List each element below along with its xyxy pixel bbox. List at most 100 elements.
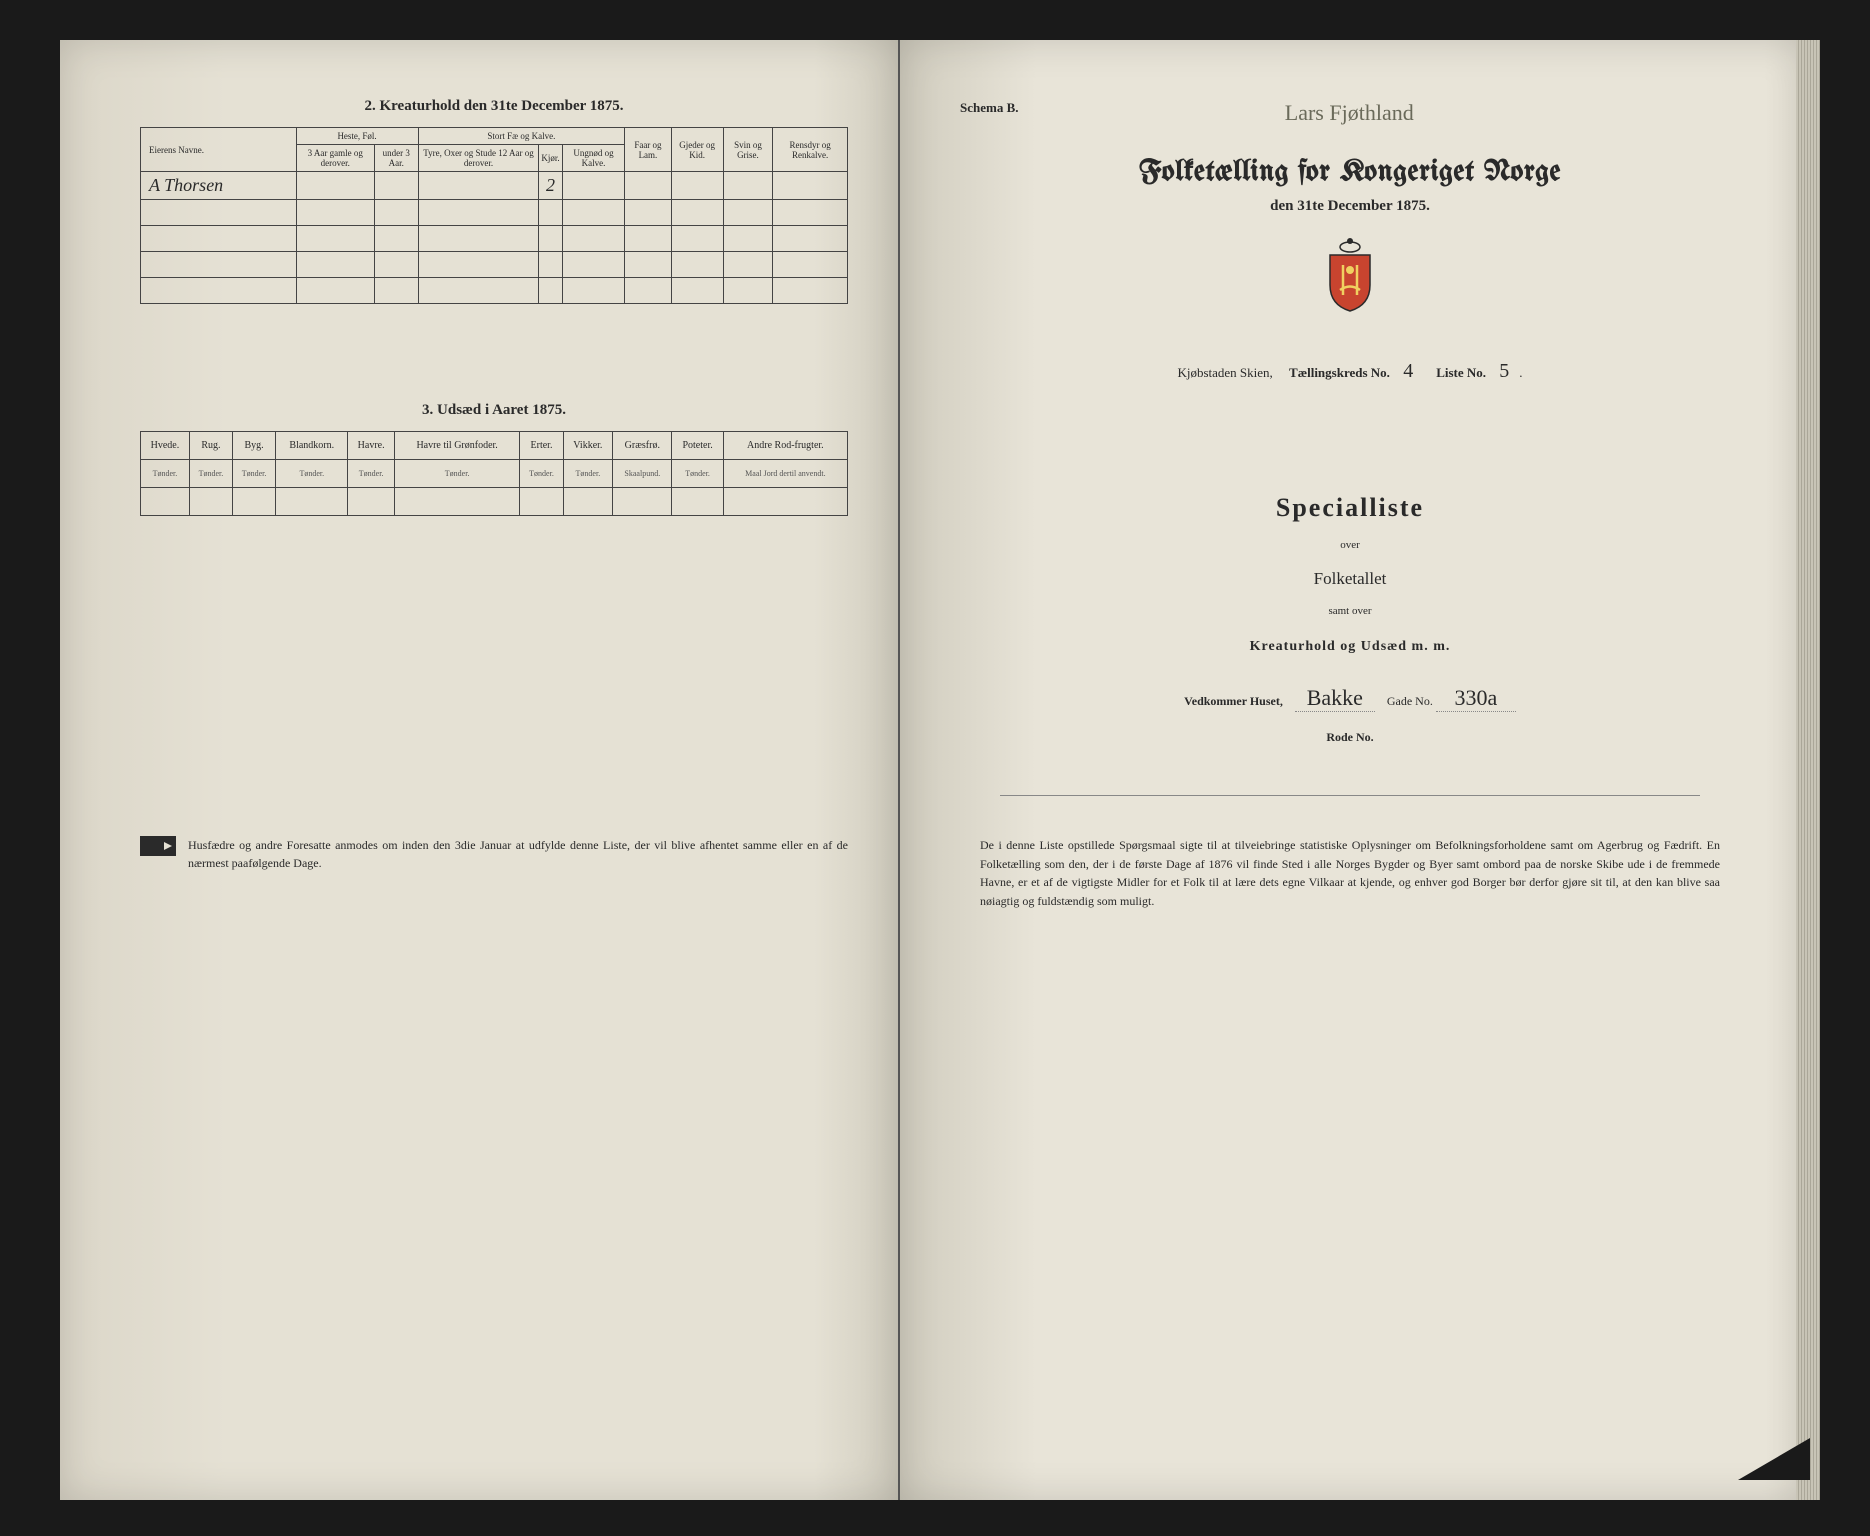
house-label1: Vedkommer Huset, [1184,694,1283,708]
value-cell [562,252,625,278]
value-cell [296,252,374,278]
value-cell [723,278,773,304]
value-cell [539,252,562,278]
page-stack-edge [1796,40,1820,1500]
col-h1: 3 Aar gamle og derover. [296,145,374,172]
seed-cell [520,488,563,516]
seed-col-header: Byg. [233,432,276,460]
seed-unit-header: Tønder. [276,460,348,488]
seed-cell [233,488,276,516]
seed-unit-header: Tønder. [672,460,723,488]
value-cell [562,278,625,304]
value-cell [296,278,374,304]
seed-unit-header: Tønder. [563,460,613,488]
value-cell [671,200,723,226]
district-label: Tællingskreds No. [1289,365,1390,380]
value-cell [625,278,671,304]
seed-unit-header: Tønder. [189,460,232,488]
district-line: Kjøbstaden Skien, Tællingskreds No. 4 Li… [960,360,1740,383]
value-cell [671,172,723,200]
value-cell [723,200,773,226]
owner-cell: A Thorsen [141,172,297,200]
spec-over1: over [960,539,1740,551]
value-cell [374,278,418,304]
col-goats: Gjeder og Kid. [671,128,723,172]
seed-unit-header: Maal Jord dertil anvendt. [723,460,847,488]
table-row [141,200,848,226]
seed-unit-header: Tønder. [520,460,563,488]
value-cell [671,226,723,252]
value-cell [539,200,562,226]
value-cell [296,172,374,200]
census-date: den 31te December 1875. [960,198,1740,215]
seed-unit-header: Tønder. [141,460,190,488]
value-cell [625,172,671,200]
value-cell [539,278,562,304]
seed-table: Hvede.Rug.Byg.Blandkorn.Havre.Havre til … [140,431,848,516]
seed-cell [613,488,672,516]
value-cell [562,172,625,200]
seed-col-header: Vikker. [563,432,613,460]
seed-cell [141,488,190,516]
spec-folketallet: Folketallet [960,569,1740,589]
footnote-block: Husfædre og andre Foresatte anmodes om i… [140,836,848,872]
value-cell [773,172,848,200]
value-cell [625,200,671,226]
group-header-horses: Heste, Føl. [296,128,418,145]
specialliste-title: Specialliste [960,493,1740,523]
seed-col-header: Hvede. [141,432,190,460]
value-cell [296,200,374,226]
seed-unit-header: Skaalpund. [613,460,672,488]
table-row [141,278,848,304]
value-cell [723,252,773,278]
census-main-title: Folketælling for Kongeriget Norge [960,156,1740,188]
value-cell [773,252,848,278]
table-row [141,226,848,252]
value-cell [625,226,671,252]
value-cell [671,252,723,278]
footnote-text: Husfædre og andre Foresatte anmodes om i… [188,836,848,872]
owner-header: Eierens Navne. [141,128,297,172]
value-cell [418,172,539,200]
rode-label: Rode No. [1326,730,1373,744]
value-cell [418,252,539,278]
divider-line [1000,795,1700,796]
section3-title: 3. Udsæd i Aaret 1875. [140,402,848,419]
rode-line: Rode No. [960,730,1740,745]
seed-cell [723,488,847,516]
seed-cell [394,488,520,516]
value-cell [418,226,539,252]
value-cell [374,200,418,226]
house-label2: Gade No. [1387,694,1433,708]
livestock-table: Eierens Navne. Heste, Føl. Stort Fæ og K… [140,127,848,304]
col-c2: Kjør. [539,145,562,172]
table-row [141,252,848,278]
left-page: 2. Kreaturhold den 31te December 1875. E… [60,40,900,1500]
value-cell [625,252,671,278]
value-cell [418,278,539,304]
value-cell [773,278,848,304]
value-cell: 2 [539,172,562,200]
value-cell [296,226,374,252]
seed-col-header: Rug. [189,432,232,460]
seed-cell [348,488,394,516]
top-handwriting: Lars Fjøthland [1285,100,1414,126]
bottom-paragraph: De i denne Liste opstillede Spørgsmaal s… [960,836,1740,910]
right-page: Schema B. Lars Fjøthland Folketælling fo… [900,40,1810,1500]
seed-col-header: Havre til Grønfoder. [394,432,520,460]
value-cell [374,172,418,200]
list-no: 5 [1489,360,1519,383]
seed-cell [189,488,232,516]
value-cell [773,200,848,226]
seed-col-header: Græsfrø. [613,432,672,460]
value-cell [723,226,773,252]
seed-unit-header: Tønder. [233,460,276,488]
value-cell [773,226,848,252]
value-cell [562,226,625,252]
seed-col-header: Havre. [348,432,394,460]
list-label: Liste No. [1436,365,1486,380]
seed-col-header: Blandkorn. [276,432,348,460]
value-cell [418,200,539,226]
value-cell [562,200,625,226]
district-no: 4 [1393,360,1423,383]
